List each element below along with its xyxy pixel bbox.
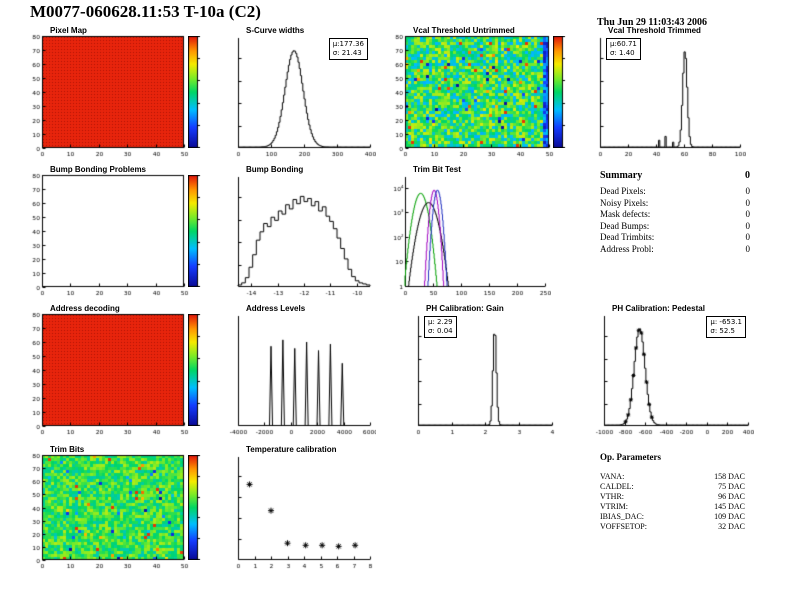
trim-bits-title: Trim Bits [50, 445, 85, 454]
ph-pedestal-title: PH Calibration: Pedestal [612, 304, 705, 313]
summary-block: Summary 0 Dead Pixels: 0 Noisy Pixels: 0 M… [600, 170, 750, 255]
trim-bits-plot [24, 453, 190, 572]
summary-heading: Summary [600, 170, 643, 181]
ph-gain-mu: μ: 2.29 [428, 318, 453, 326]
panel-vcal-threshold-untrimmed: Vcal Threshold Untrimmed [387, 26, 569, 160]
address-levels-title: Address Levels [246, 304, 306, 313]
vcal-untrimmed-plot [387, 34, 555, 160]
summary-row-noisy-pixels: Noisy Pixels: 0 [600, 197, 750, 208]
panel-temperature-calibration: Temperature calibration [220, 445, 376, 572]
summary-row-dead-bumps: Dead Bumps: 0 [600, 220, 750, 231]
op-parameters-heading: Op. Parameters [600, 452, 661, 462]
vcal-trimmed-title: Vcal Threshold Trimmed [608, 26, 701, 35]
panel-vcal-threshold-trimmed: Vcal Threshold Trimmed μ:60.71 σ: 1.40 [582, 26, 746, 160]
panel-trim-bits: Trim Bits [24, 445, 204, 572]
panel-bump-bonding-problems: Bump Bonding Problems [24, 165, 204, 299]
vcal-trimmed-fit-stats-box: μ:60.71 σ: 1.40 [606, 38, 641, 60]
panel-address-decoding: Address decoding [24, 304, 204, 438]
op-row-ibias-dac: IBIAS_DAC: 109 DAC [600, 512, 745, 521]
timestamp: Thu Jun 29 11:03:43 2006 [597, 17, 708, 28]
bump-bonding-plot [220, 173, 376, 299]
temperature-calibration-plot [220, 453, 376, 572]
ph-gain-sigma: σ: 0.04 [428, 327, 453, 335]
panel-bump-bonding: Bump Bonding [220, 165, 376, 299]
pixel-map-colorbar [188, 36, 204, 148]
ph-gain-title: PH Calibration: Gain [426, 304, 504, 313]
temperature-calibration-title: Temperature calibration [246, 445, 337, 454]
address-levels-plot [220, 312, 376, 438]
ph-pedestal-fit-stats-box: μ: -653.1 σ: 52.5 [706, 316, 746, 338]
op-parameters-block: Op. Parameters VANA: 158 DAC CALDEL: 75 DA… [600, 452, 745, 532]
vcal-trimmed-mu: μ:60.71 [610, 40, 637, 48]
panel-ph-calibration-gain: PH Calibration: Gain μ: 2.29 σ: 0.04 [400, 304, 558, 438]
address-decoding-plot [24, 312, 190, 438]
summary-row-address-probl: Address Probl: 0 [600, 243, 750, 254]
panel-ph-calibration-pedestal: PH Calibration: Pedestal μ: -653.1 σ: 52… [586, 304, 754, 438]
address-decoding-colorbar [188, 314, 204, 426]
scurve-sigma: σ: 21.43 [332, 49, 362, 57]
summary-row-dead-pixels: Dead Pixels: 0 [600, 186, 750, 196]
panel-pixel-map: Pixel Map [24, 26, 204, 160]
panel-scurve-widths: S-Curve widths μ:177.36 σ: 21.43 [220, 26, 376, 160]
op-row-vana: VANA: 158 DAC [600, 472, 745, 481]
panel-trim-bit-test: Trim Bit Test [387, 165, 551, 299]
summary-total: 0 [745, 170, 750, 181]
summary-row-dead-trimbits: Dead Trimbits: 0 [600, 232, 750, 242]
ph-pedestal-sigma: σ: 52.5 [710, 327, 735, 335]
bump-bonding-title: Bump Bonding [246, 165, 304, 174]
vcal-trimmed-sigma: σ: 1.40 [610, 49, 635, 57]
op-row-voffsetop: VOFFSETOP: 32 DAC [600, 522, 745, 531]
pixel-map-plot [24, 34, 190, 160]
panel-address-levels: Address Levels [220, 304, 376, 438]
bump-problems-title: Bump Bonding Problems [50, 165, 146, 174]
op-row-vthr: VTHR: 96 DAC [600, 492, 745, 501]
bump-problems-plot [24, 173, 190, 299]
trim-bits-colorbar [188, 455, 204, 560]
ph-pedestal-mu: μ: -653.1 [710, 318, 742, 326]
scurve-mu: μ:177.36 [332, 40, 364, 48]
address-decoding-title: Address decoding [50, 304, 120, 313]
scurve-fit-stats-box: μ:177.36 σ: 21.43 [328, 38, 368, 60]
trim-bit-test-title: Trim Bit Test [413, 165, 461, 174]
op-row-vtrim: VTRIM: 145 DAC [600, 502, 745, 511]
vcal-untrimmed-title: Vcal Threshold Untrimmed [413, 26, 515, 35]
ph-gain-fit-stats-box: μ: 2.29 σ: 0.04 [424, 316, 457, 338]
vcal-untrimmed-colorbar [553, 36, 569, 148]
scurve-widths-title: S-Curve widths [246, 26, 305, 35]
trim-bit-test-plot [387, 173, 551, 299]
op-row-caldel: CALDEL: 75 DAC [600, 482, 745, 491]
summary-row-mask-defects: Mask defects: 0 [600, 209, 750, 219]
bump-problems-colorbar [188, 175, 204, 287]
pixel-map-title: Pixel Map [50, 26, 87, 35]
page-title: M0077-060628.11:53 T-10a (C2) [30, 2, 261, 21]
